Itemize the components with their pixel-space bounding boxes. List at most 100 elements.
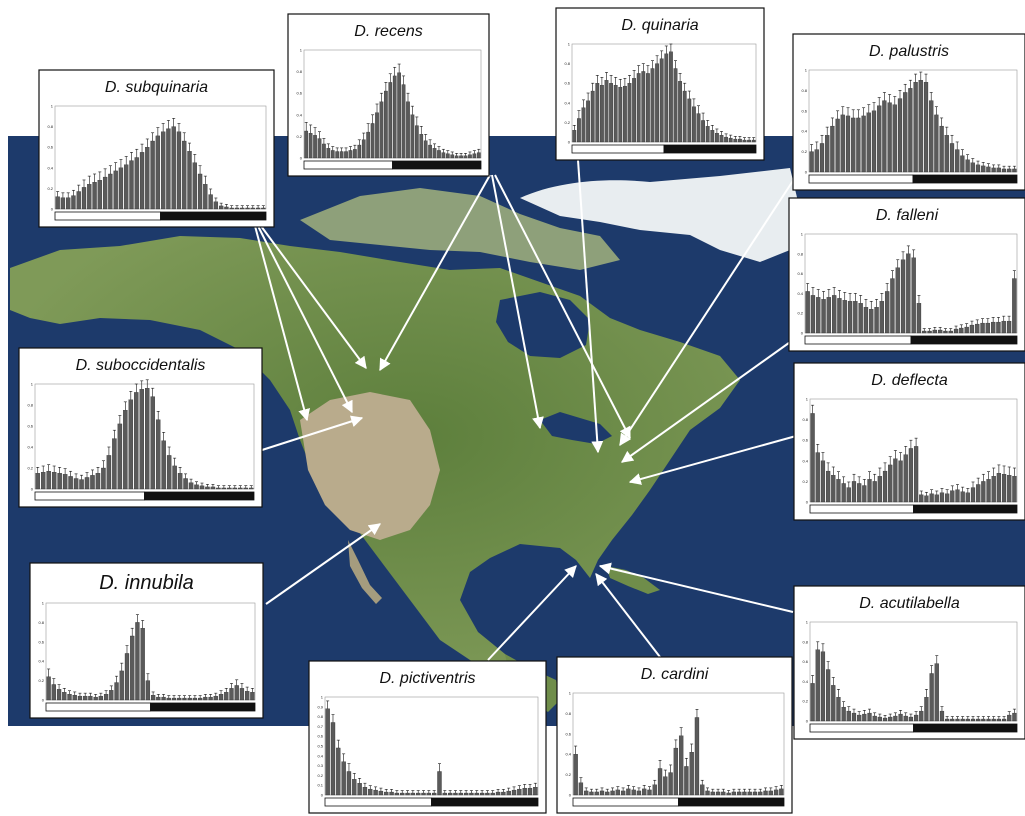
light-phase [809, 723, 914, 733]
activity-bar [763, 790, 768, 796]
western-desert [300, 392, 440, 540]
activity-bar [304, 130, 309, 159]
activity-bar [589, 791, 594, 796]
activity-bar [620, 790, 626, 796]
activity-bar [250, 692, 255, 701]
activity-bar [35, 473, 40, 490]
panel-deflecta: D. deflecta 0 0.2 0.4 0.6 0.8 1 [793, 362, 1025, 521]
activity-bar [124, 164, 129, 210]
activity-bar [913, 446, 919, 503]
activity-bar [472, 153, 477, 159]
activity-bar [944, 135, 949, 173]
activity-bar [747, 791, 752, 796]
dark-phase [913, 723, 1018, 733]
activity-bar [442, 792, 447, 796]
activity-bar [578, 782, 584, 796]
activity-bar [970, 487, 976, 503]
activity-bar [171, 697, 177, 701]
activity-bar [877, 105, 882, 173]
activity-bar [696, 113, 701, 143]
activity-bar [991, 167, 996, 173]
y-tick-label: 0.4 [27, 445, 33, 450]
activity-bar [187, 151, 192, 210]
activity-bar [128, 399, 134, 490]
panel-recens: D. recens 0 0.2 0.4 0.6 0.8 1 [287, 13, 490, 177]
y-tick-label: 0.5 [317, 744, 323, 749]
activity-bar [689, 752, 694, 796]
activity-bar [986, 479, 991, 503]
activity-bar [431, 792, 437, 796]
activity-bar [522, 787, 527, 796]
panel-suboccidentalis: D. suboccidentalis 0 0.2 0.4 0.6 0.8 1 [18, 347, 263, 508]
activity-bar [594, 791, 599, 796]
activity-bar [990, 321, 996, 334]
activity-bar [877, 716, 882, 722]
light-dark-bar [324, 797, 539, 807]
activity-bar [599, 790, 605, 796]
activity-bar [441, 152, 446, 159]
arrow-palustris [619, 169, 801, 447]
activity-bar [820, 651, 826, 722]
y-tick-label: 0.4 [47, 165, 53, 170]
activity-bar [67, 694, 72, 701]
activity-bar [934, 494, 939, 503]
activity-bar [969, 324, 975, 334]
activity-bar [869, 309, 874, 334]
activity-bar [261, 207, 266, 210]
activity-bar [810, 413, 815, 503]
light-dark-bar [45, 702, 256, 712]
activity-bar [937, 329, 943, 334]
species-panels: D. subquinaria 0 0.2 0.4 0.6 0.8 1 D. recens 0 0.… [18, 7, 1025, 814]
panel-cardini: D. cardini 0 0.2 0.4 0.6 0.8 1 [556, 656, 793, 814]
activity-bar [501, 791, 506, 796]
y-tick-label: 0.8 [296, 69, 302, 74]
plot-area [808, 69, 1018, 173]
activity-bar [955, 149, 960, 173]
y-tick-label: 1 [806, 397, 809, 402]
activity-bar [897, 98, 903, 173]
activity-bar [710, 791, 715, 796]
arrow-recens-2 [491, 174, 544, 430]
activity-bar [825, 669, 831, 722]
y-tick-label: 1 [801, 232, 804, 237]
activity-bar [73, 478, 79, 490]
light-dark-bar [571, 144, 757, 154]
y-tick-label: 0.8 [802, 639, 808, 644]
dark-phase [160, 211, 267, 221]
activity-bar [150, 695, 156, 701]
activity-bar [117, 423, 123, 490]
y-tick-label: 0.8 [797, 251, 803, 256]
activity-bar [495, 791, 501, 796]
activity-bar [62, 474, 68, 490]
activity-bar [965, 492, 970, 503]
activity-bar [945, 718, 950, 722]
activity-bar [934, 114, 939, 173]
y-tick-label: 0.6 [802, 438, 808, 443]
light-phase [571, 144, 665, 154]
activity-bar [384, 791, 389, 796]
activity-bar [423, 140, 428, 159]
y-tick-label: 0.1 [317, 783, 323, 788]
activity-bar [618, 86, 623, 143]
activity-bar [960, 491, 965, 503]
activity-bar [490, 792, 495, 796]
y-tick-label: 0.8 [38, 620, 44, 625]
activity-bar [221, 487, 227, 490]
activity-bar [161, 696, 166, 701]
activity-bar [847, 301, 853, 334]
activity-bar [862, 485, 867, 503]
activity-bar [927, 330, 932, 334]
activity-bar [694, 717, 700, 796]
activity-bar [1001, 718, 1007, 722]
activity-bar [357, 144, 362, 159]
activity-bar [650, 68, 655, 143]
activity-bar [134, 392, 139, 490]
dark-phase [912, 174, 1018, 184]
activity-bar [893, 715, 898, 722]
activity-bar [996, 321, 1001, 334]
activity-bar [348, 150, 353, 159]
activity-bar [239, 688, 245, 701]
y-tick-label: 0 [51, 207, 54, 212]
activity-bar [240, 207, 245, 210]
dark-phase [150, 702, 256, 712]
